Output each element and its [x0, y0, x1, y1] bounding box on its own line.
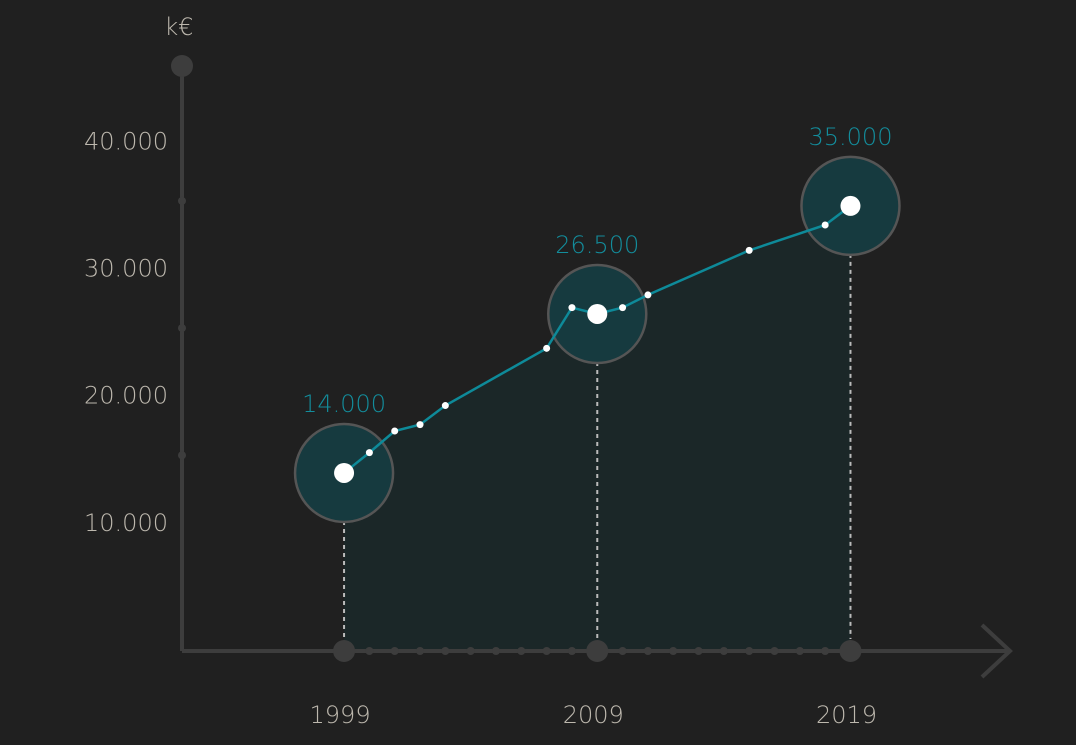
x-tick-mark — [839, 640, 862, 662]
year-dot — [390, 647, 399, 655]
year-dot — [567, 647, 576, 655]
year-dot — [669, 647, 678, 655]
point — [644, 291, 652, 299]
x-axis-arrow — [980, 623, 1013, 679]
y-tick-label: 30.000 — [84, 254, 168, 282]
point — [441, 402, 449, 410]
y-axis-cap — [171, 55, 193, 77]
y-axis-dot — [178, 196, 186, 205]
year-dot — [466, 647, 475, 655]
point — [365, 449, 373, 457]
year-dot — [517, 647, 526, 655]
y-tick-label: 20.000 — [84, 382, 168, 410]
point — [821, 221, 829, 229]
year-dot — [745, 647, 754, 655]
y-axis-label: k€ — [164, 13, 193, 41]
year-dot — [441, 647, 450, 655]
point — [619, 304, 627, 312]
point — [334, 462, 355, 483]
year-dot — [365, 647, 374, 655]
point — [416, 421, 424, 429]
value-label: 26.500 — [555, 231, 639, 259]
year-dot — [719, 647, 728, 655]
x-tick-mark — [586, 640, 609, 662]
point — [568, 304, 576, 312]
year-dot — [770, 647, 779, 655]
x-tick-mark — [333, 640, 356, 662]
y-tick-label: 10.000 — [84, 509, 168, 537]
x-tick-label: 2019 — [816, 701, 877, 729]
y-axis-dot — [178, 451, 186, 460]
y-tick-label: 40.000 — [84, 127, 168, 155]
point — [745, 246, 753, 254]
point — [587, 303, 608, 324]
year-dot — [694, 647, 703, 655]
point — [840, 195, 861, 216]
value-label: 14.000 — [302, 390, 386, 418]
y-axis-dot — [178, 324, 186, 333]
year-dot — [618, 647, 627, 655]
value-label: 35.000 — [808, 123, 892, 151]
point — [391, 427, 399, 435]
x-tick-label: 2009 — [563, 701, 624, 729]
year-dot — [542, 647, 551, 655]
year-dot — [821, 647, 830, 655]
x-tick-label: 1999 — [310, 701, 371, 729]
year-dot — [643, 647, 652, 655]
year-dot — [491, 647, 500, 655]
point — [543, 344, 551, 352]
year-dot — [795, 647, 804, 655]
year-dot — [416, 647, 425, 655]
